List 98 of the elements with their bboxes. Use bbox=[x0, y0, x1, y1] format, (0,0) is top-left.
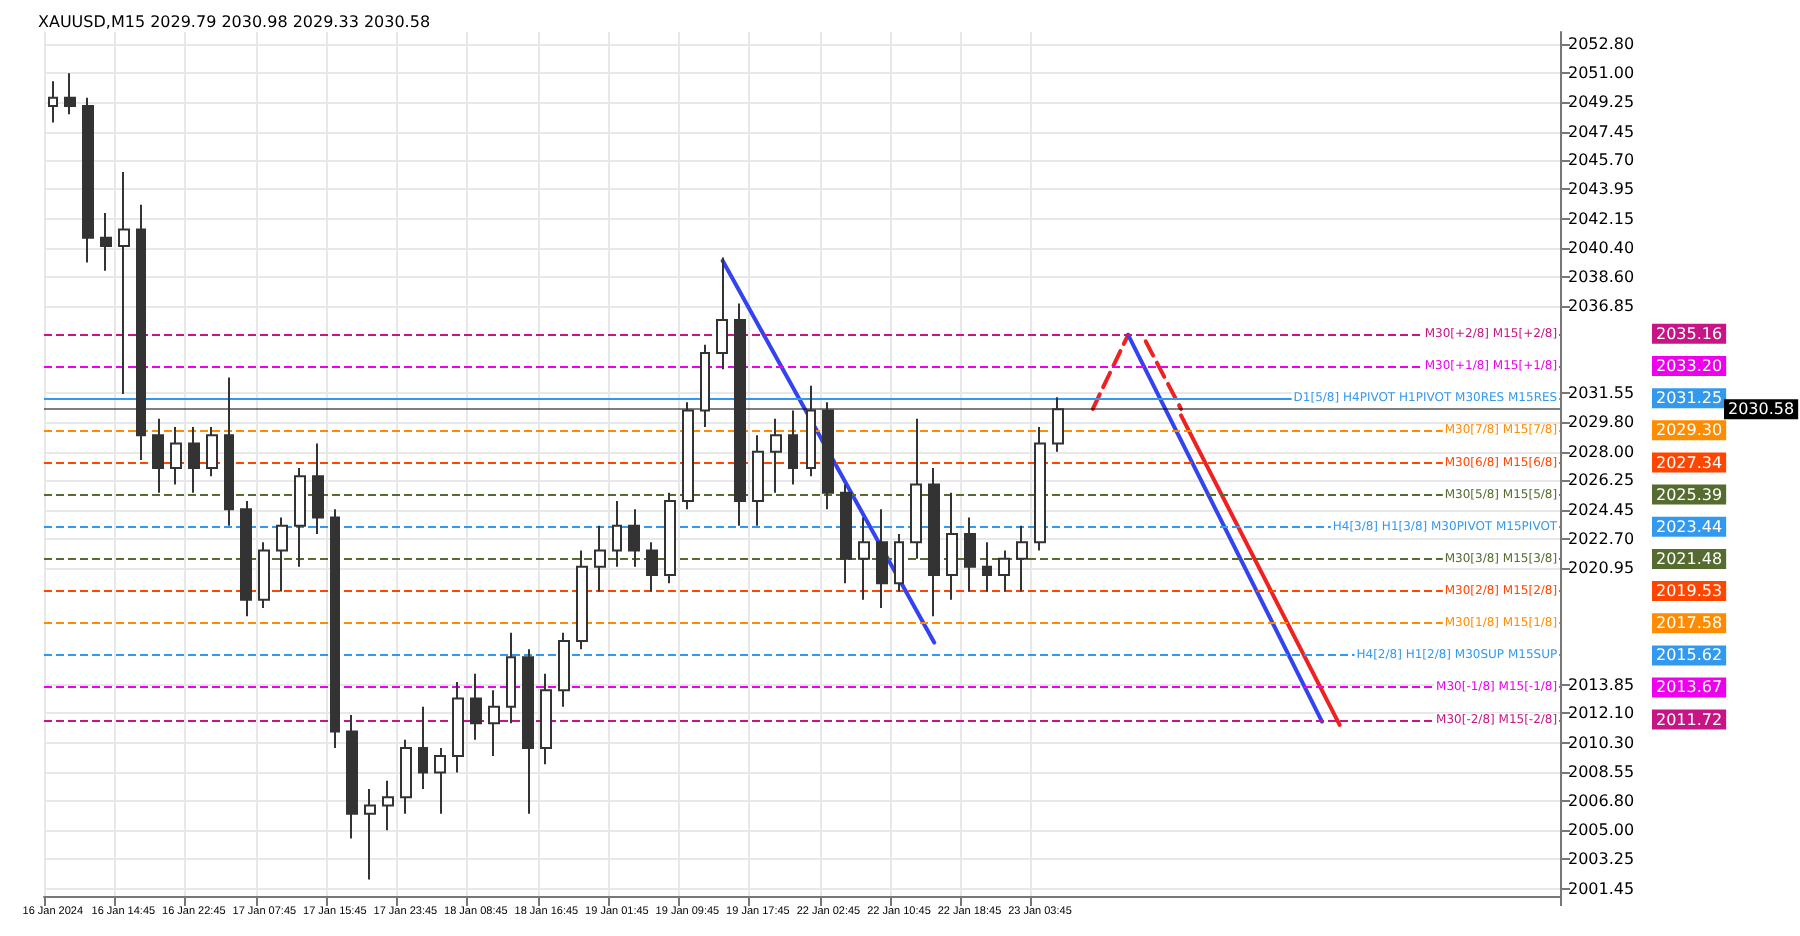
text: 2030.58 bbox=[1728, 400, 1795, 419]
candlestick bbox=[506, 631, 516, 725]
text: 2021.48 bbox=[1656, 549, 1723, 568]
candlestick bbox=[434, 746, 446, 815]
y-tick-label: 2026.25 bbox=[1568, 471, 1635, 490]
candlestick bbox=[470, 672, 482, 741]
text: 2011.72 bbox=[1656, 710, 1723, 729]
candlestick bbox=[330, 508, 340, 749]
candlestick bbox=[48, 80, 58, 124]
candlestick bbox=[152, 417, 164, 494]
y-tick-label: 2020.95 bbox=[1568, 558, 1635, 577]
y-tick-label: 2049.25 bbox=[1568, 92, 1635, 111]
candlestick bbox=[418, 705, 428, 791]
candlestick bbox=[982, 541, 992, 593]
candlestick bbox=[682, 401, 694, 511]
candlestick bbox=[170, 425, 182, 486]
candlestick bbox=[1016, 524, 1028, 593]
candlestick bbox=[946, 491, 958, 601]
text: 2023.44 bbox=[1656, 517, 1723, 536]
candlestick bbox=[664, 491, 676, 585]
y-tick-label: 2040.40 bbox=[1568, 238, 1635, 257]
text: 2013.67 bbox=[1656, 678, 1723, 697]
text: 2015.62 bbox=[1656, 646, 1723, 665]
candlestick bbox=[788, 409, 798, 486]
y-tick-label: 2006.80 bbox=[1568, 791, 1635, 810]
candlestick bbox=[928, 467, 940, 618]
candlestick bbox=[100, 212, 112, 272]
candlestick bbox=[64, 72, 76, 116]
candlestick bbox=[258, 541, 270, 609]
y-tick-label: 2022.70 bbox=[1568, 529, 1635, 548]
y-tick-label: 2042.15 bbox=[1568, 209, 1635, 228]
candlestick bbox=[752, 434, 764, 527]
y-tick-label: 2001.45 bbox=[1568, 879, 1635, 898]
candlestick bbox=[136, 203, 146, 461]
y-tick-label: 2052.80 bbox=[1568, 34, 1635, 53]
y-tick-label: 2028.00 bbox=[1568, 442, 1635, 461]
text: 2033.20 bbox=[1656, 357, 1723, 376]
candlestick bbox=[734, 302, 746, 527]
text: 2017.58 bbox=[1656, 614, 1723, 633]
candlestick bbox=[206, 425, 218, 478]
y-tick-label: 2038.60 bbox=[1568, 268, 1635, 287]
candlestick bbox=[82, 96, 94, 264]
y-tick-label: 2005.00 bbox=[1568, 821, 1635, 840]
candlestick bbox=[628, 508, 640, 568]
text: 2027.34 bbox=[1656, 453, 1723, 472]
candlestick bbox=[910, 417, 922, 560]
candlestick bbox=[346, 713, 358, 840]
text: 2025.39 bbox=[1656, 485, 1723, 504]
candlestick bbox=[1052, 396, 1064, 453]
candlestick bbox=[594, 524, 606, 593]
candlestick bbox=[822, 401, 834, 511]
candlestick bbox=[700, 343, 710, 428]
y-tick-label: 2024.45 bbox=[1568, 501, 1635, 520]
candlestick bbox=[576, 549, 588, 651]
candlestick bbox=[646, 541, 658, 593]
y-tick-label: 2047.45 bbox=[1568, 122, 1635, 141]
candlestick bbox=[294, 467, 306, 568]
text: 2031.25 bbox=[1656, 389, 1723, 408]
y-tick-label: 2010.30 bbox=[1568, 733, 1635, 752]
candlestick bbox=[558, 631, 570, 708]
y-tick-label: 2051.00 bbox=[1568, 64, 1635, 83]
y-tick-label: 2008.55 bbox=[1568, 762, 1635, 781]
chart-title: XAUUSD,M15 2029.79 2030.98 2029.33 2030.58 bbox=[38, 13, 431, 31]
y-tick-label: 2013.85 bbox=[1568, 675, 1635, 694]
text: 2019.53 bbox=[1656, 582, 1723, 601]
candlestick bbox=[276, 516, 288, 593]
candlestick bbox=[188, 425, 200, 494]
y-tick-label: 2003.25 bbox=[1568, 849, 1635, 868]
candlestick bbox=[894, 532, 904, 593]
candlestick bbox=[400, 738, 412, 815]
candlestick bbox=[312, 442, 324, 535]
candlestick bbox=[382, 779, 394, 832]
candlestick bbox=[716, 256, 728, 371]
candlestick bbox=[364, 788, 376, 881]
candlestick bbox=[770, 417, 782, 494]
candlestick bbox=[876, 508, 888, 609]
y-tick-label: 2043.95 bbox=[1568, 180, 1635, 199]
y-tick-label: 2045.70 bbox=[1568, 151, 1635, 170]
y-tick-label: 2012.10 bbox=[1568, 704, 1635, 723]
candlestick bbox=[540, 672, 552, 766]
candlestick bbox=[840, 483, 852, 585]
candlestick bbox=[998, 549, 1010, 593]
candlestick bbox=[858, 516, 870, 601]
candlestick bbox=[240, 500, 252, 618]
y-tick-label: 2031.55 bbox=[1568, 384, 1635, 403]
candlestick bbox=[612, 500, 622, 568]
y-tick-label: 2029.80 bbox=[1568, 413, 1635, 432]
candlestick bbox=[964, 516, 976, 593]
text: 2035.16 bbox=[1656, 324, 1723, 343]
candlestick bbox=[118, 170, 130, 396]
text: 2029.30 bbox=[1656, 421, 1723, 440]
candlestick bbox=[1034, 425, 1046, 552]
candlestick bbox=[488, 689, 500, 758]
y-tick-label: 2036.85 bbox=[1568, 297, 1635, 316]
candlestick bbox=[452, 681, 464, 774]
candlestick bbox=[224, 376, 234, 527]
candlestick bbox=[806, 384, 816, 478]
candlestick bbox=[522, 648, 534, 815]
